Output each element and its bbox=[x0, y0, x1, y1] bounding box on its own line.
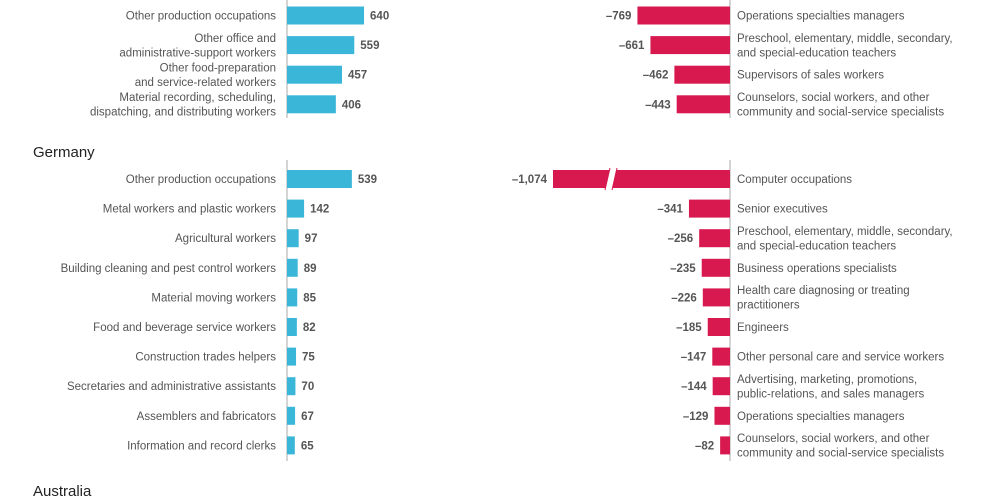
loss-bar bbox=[701, 258, 730, 277]
loss-occupation-label: Counselors, social workers, and other bbox=[737, 433, 930, 445]
loss-bar bbox=[650, 36, 730, 55]
gain-value-label: 97 bbox=[305, 233, 318, 245]
gain-occupation-label: and service-related workers bbox=[135, 77, 277, 89]
loss-occupation-label: public-relations, and sales managers bbox=[737, 388, 925, 400]
loss-occupation-label: Operations specialties managers bbox=[737, 411, 905, 423]
gain-value-label: 89 bbox=[304, 263, 317, 275]
loss-value-label: –235 bbox=[670, 263, 696, 275]
axis-break-gap bbox=[605, 168, 617, 190]
loss-occupation-label: community and social-service specialists bbox=[737, 448, 944, 460]
loss-occupation-label: Operations specialties managers bbox=[737, 11, 905, 23]
gain-value-label: 457 bbox=[348, 70, 367, 82]
gain-occupation-label: Metal workers and plastic workers bbox=[103, 204, 276, 216]
loss-occupation-label: Preschool, elementary, middle, secondary… bbox=[737, 226, 953, 238]
loss-bar bbox=[699, 229, 730, 248]
gain-bar bbox=[287, 6, 365, 25]
gain-occupation-label: Food and beverage service workers bbox=[93, 322, 276, 334]
loss-occupation-label: Preschool, elementary, middle, secondary… bbox=[737, 33, 953, 45]
loss-bar bbox=[637, 6, 730, 25]
gain-value-label: 85 bbox=[303, 292, 316, 304]
loss-value-label: –129 bbox=[683, 411, 709, 423]
gain-occupation-label: Building cleaning and pest control worke… bbox=[61, 263, 277, 275]
gain-value-label: 539 bbox=[358, 174, 377, 186]
gain-occupation-label: Information and record clerks bbox=[127, 440, 276, 452]
loss-value-label: –226 bbox=[671, 292, 697, 304]
loss-bar bbox=[714, 406, 730, 425]
gain-value-label: 70 bbox=[301, 381, 314, 393]
loss-value-label: –341 bbox=[657, 204, 683, 216]
gain-bar bbox=[287, 288, 298, 307]
gain-value-label: 67 bbox=[301, 411, 314, 423]
gain-value-label: 142 bbox=[310, 204, 329, 216]
loss-value-label: –462 bbox=[643, 70, 669, 82]
loss-bar bbox=[712, 377, 730, 396]
axis-break-mark bbox=[604, 167, 611, 191]
gain-occupation-label: Agricultural workers bbox=[175, 233, 276, 245]
loss-value-label: –1,074 bbox=[512, 174, 548, 186]
loss-bar bbox=[553, 170, 730, 188]
gain-value-label: 640 bbox=[370, 11, 389, 23]
gain-value-label: 65 bbox=[301, 440, 314, 452]
gain-value-label: 75 bbox=[302, 352, 315, 364]
loss-value-label: –82 bbox=[695, 440, 714, 452]
gain-occupation-label: Construction trades helpers bbox=[135, 352, 276, 364]
loss-bar bbox=[676, 95, 730, 114]
gain-occupation-label: administrative-support workers bbox=[119, 47, 276, 59]
loss-occupation-label: Senior executives bbox=[737, 204, 828, 216]
gain-bar bbox=[287, 258, 298, 277]
axis-break-mark bbox=[611, 167, 618, 191]
gain-occupation-label: Other office and bbox=[194, 33, 276, 45]
gain-bar bbox=[287, 95, 336, 114]
gain-bar bbox=[287, 377, 296, 396]
loss-occupation-label: Engineers bbox=[737, 322, 789, 334]
loss-occupation-label: Computer occupations bbox=[737, 174, 852, 186]
gain-bar bbox=[287, 436, 295, 455]
loss-occupation-label: and special-education teachers bbox=[737, 240, 896, 252]
loss-value-label: –256 bbox=[668, 233, 694, 245]
loss-occupation-label: practitioners bbox=[737, 300, 800, 312]
gain-occupation-label: Other food-preparation bbox=[160, 62, 276, 74]
gain-occupation-label: Secretaries and administrative assistant… bbox=[67, 381, 276, 393]
gain-bar bbox=[287, 170, 352, 188]
loss-occupation-label: Supervisors of sales workers bbox=[737, 70, 884, 82]
loss-occupation-label: Other personal care and service workers bbox=[737, 352, 944, 364]
gain-occupation-label: Other production occupations bbox=[126, 174, 276, 186]
gain-occupation-label: Other production occupations bbox=[126, 11, 276, 23]
gain-value-label: 406 bbox=[342, 99, 361, 111]
gain-bar bbox=[287, 229, 299, 248]
gain-occupation-label: Assemblers and fabricators bbox=[137, 411, 277, 423]
gain-occupation-label: dispatching, and distributing workers bbox=[90, 107, 276, 119]
loss-value-label: –443 bbox=[645, 99, 671, 111]
gain-bar bbox=[287, 318, 297, 336]
loss-occupation-label: Advertising, marketing, promotions, bbox=[737, 374, 917, 386]
loss-occupation-label: and special-education teachers bbox=[737, 47, 896, 59]
gain-value-label: 559 bbox=[360, 40, 379, 52]
loss-occupation-label: community and social-service specialists bbox=[737, 107, 944, 119]
loss-value-label: –147 bbox=[681, 352, 707, 364]
loss-bar bbox=[712, 347, 730, 366]
loss-bar bbox=[707, 318, 730, 336]
loss-value-label: –661 bbox=[619, 40, 645, 52]
gain-bar bbox=[287, 65, 343, 84]
loss-value-label: –144 bbox=[681, 381, 707, 393]
gain-occupation-label: Material moving workers bbox=[151, 292, 276, 304]
country-heading: Australia bbox=[33, 483, 92, 500]
gain-bar bbox=[287, 347, 297, 366]
loss-bar bbox=[720, 436, 730, 455]
loss-bar bbox=[674, 65, 730, 84]
loss-occupation-label: Counselors, social workers, and other bbox=[737, 92, 930, 104]
gain-bar bbox=[287, 199, 305, 218]
loss-occupation-label: Business operations specialists bbox=[737, 263, 897, 275]
gain-occupation-label: Material recording, scheduling, bbox=[119, 92, 276, 104]
loss-value-label: –769 bbox=[606, 11, 632, 23]
loss-bar bbox=[702, 288, 730, 307]
loss-bar bbox=[688, 199, 730, 218]
country-heading: Germany bbox=[33, 144, 95, 161]
loss-value-label: –185 bbox=[676, 322, 702, 334]
gain-value-label: 82 bbox=[303, 322, 316, 334]
gain-bar bbox=[287, 36, 355, 55]
loss-occupation-label: Health care diagnosing or treating bbox=[737, 285, 910, 297]
gain-bar bbox=[287, 406, 296, 425]
